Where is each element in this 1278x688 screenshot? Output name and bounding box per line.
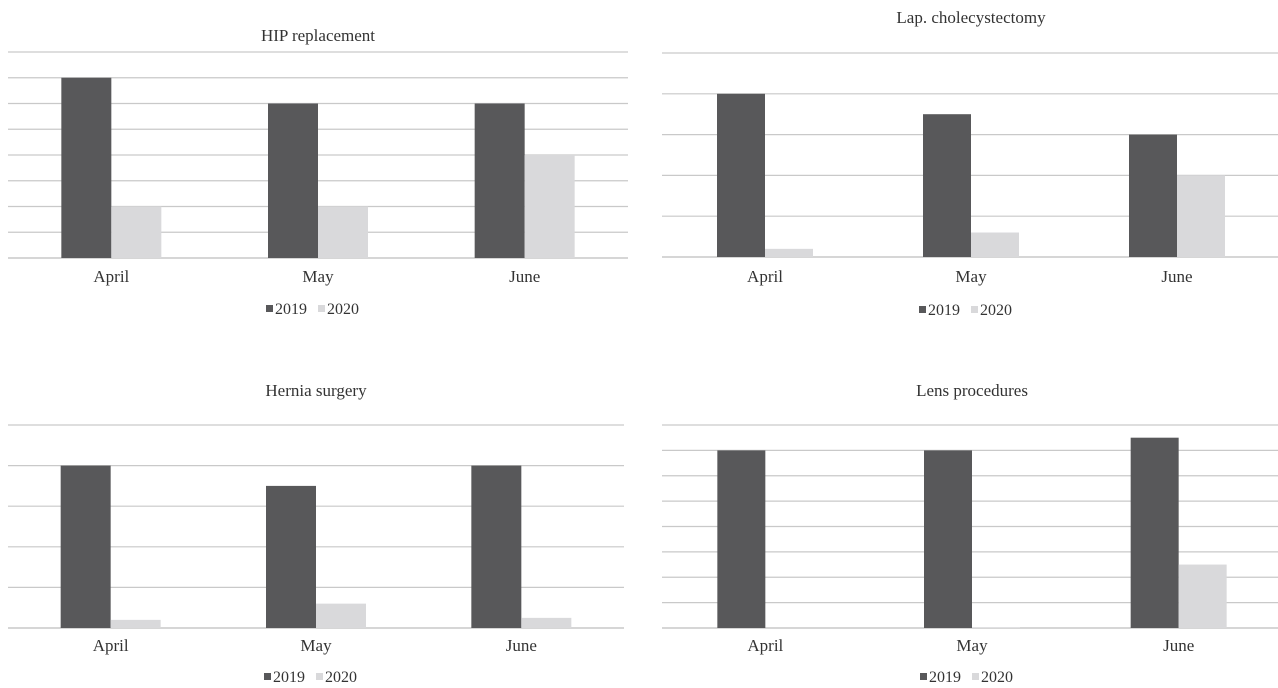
bar-2020-may: [316, 604, 366, 628]
chart-lens-procedures: Lens procedures April May June 2019 2020: [652, 358, 1278, 688]
bar-2020-may: [972, 627, 1020, 628]
x-tick-label: May: [302, 267, 334, 286]
bar-2020-april: [111, 207, 161, 259]
bar-2019-june: [471, 466, 521, 628]
x-tick-label: June: [1161, 267, 1192, 286]
legend-label-2020: 2020: [325, 669, 357, 686]
legend-swatch-2020: [972, 673, 979, 680]
bar-2020-june: [1179, 565, 1227, 628]
legend-swatch-2019: [266, 305, 273, 312]
x-tick-label: June: [506, 636, 537, 655]
legend-swatch-2019: [264, 673, 271, 680]
x-tick-label: April: [747, 636, 783, 655]
bar-2020-april: [765, 249, 813, 257]
chart-hip-replacement: HIP replacement April May June 2019 2020: [0, 0, 640, 330]
x-tick-label: May: [300, 636, 332, 655]
bar-2020-may: [971, 233, 1019, 257]
legend-swatch-2019: [920, 673, 927, 680]
legend-label-2020: 2020: [327, 301, 359, 318]
chart-title: Hernia surgery: [265, 381, 367, 400]
bar-2019-june: [475, 104, 525, 259]
bar-2019-may: [268, 104, 318, 259]
x-tick-label: May: [956, 636, 988, 655]
legend-swatch-2020: [316, 673, 323, 680]
legend-label-2019: 2019: [929, 669, 961, 686]
bar-2019-may: [923, 114, 971, 257]
legend-swatch-2019: [919, 306, 926, 313]
chart-title: Lens procedures: [916, 381, 1028, 400]
bar-2020-june: [525, 155, 575, 258]
bar-2019-june: [1129, 135, 1177, 257]
bar-2019-may: [266, 486, 316, 628]
legend: 2019 2020: [266, 301, 359, 318]
chart-title: HIP replacement: [261, 26, 375, 45]
bar-2019-may: [924, 450, 972, 628]
x-tick-label: April: [747, 267, 783, 286]
x-tick-label: May: [955, 267, 987, 286]
legend: 2019 2020: [919, 302, 1012, 319]
bar-2020-june: [521, 618, 571, 628]
legend-swatch-2020: [971, 306, 978, 313]
bar-2020-may: [318, 207, 368, 259]
bar-2020-april: [111, 620, 161, 628]
legend-label-2019: 2019: [275, 301, 307, 318]
legend: 2019 2020: [264, 669, 357, 686]
bar-2019-june: [1131, 438, 1179, 628]
chart-title: Lap. cholecystectomy: [896, 8, 1046, 27]
bar-2020-june: [1177, 175, 1225, 257]
legend-swatch-2020: [318, 305, 325, 312]
legend-label-2019: 2019: [928, 302, 960, 319]
bar-2019-april: [717, 94, 765, 257]
x-tick-label: June: [509, 267, 540, 286]
chart-hernia-surgery: Hernia surgery April May June 2019 2020: [0, 358, 640, 688]
legend-label-2020: 2020: [981, 669, 1013, 686]
legend-label-2020: 2020: [980, 302, 1012, 319]
x-tick-label: June: [1163, 636, 1194, 655]
chart-lap-cholecystectomy: Lap. cholecystectomy April May June 2019 2020: [650, 0, 1278, 330]
bar-2019-april: [61, 78, 111, 258]
legend: 2019 2020: [920, 669, 1013, 686]
bar-2019-april: [717, 450, 765, 628]
x-tick-label: April: [93, 636, 129, 655]
x-tick-label: April: [93, 267, 129, 286]
legend-label-2019: 2019: [273, 669, 305, 686]
bar-2019-april: [61, 466, 111, 628]
